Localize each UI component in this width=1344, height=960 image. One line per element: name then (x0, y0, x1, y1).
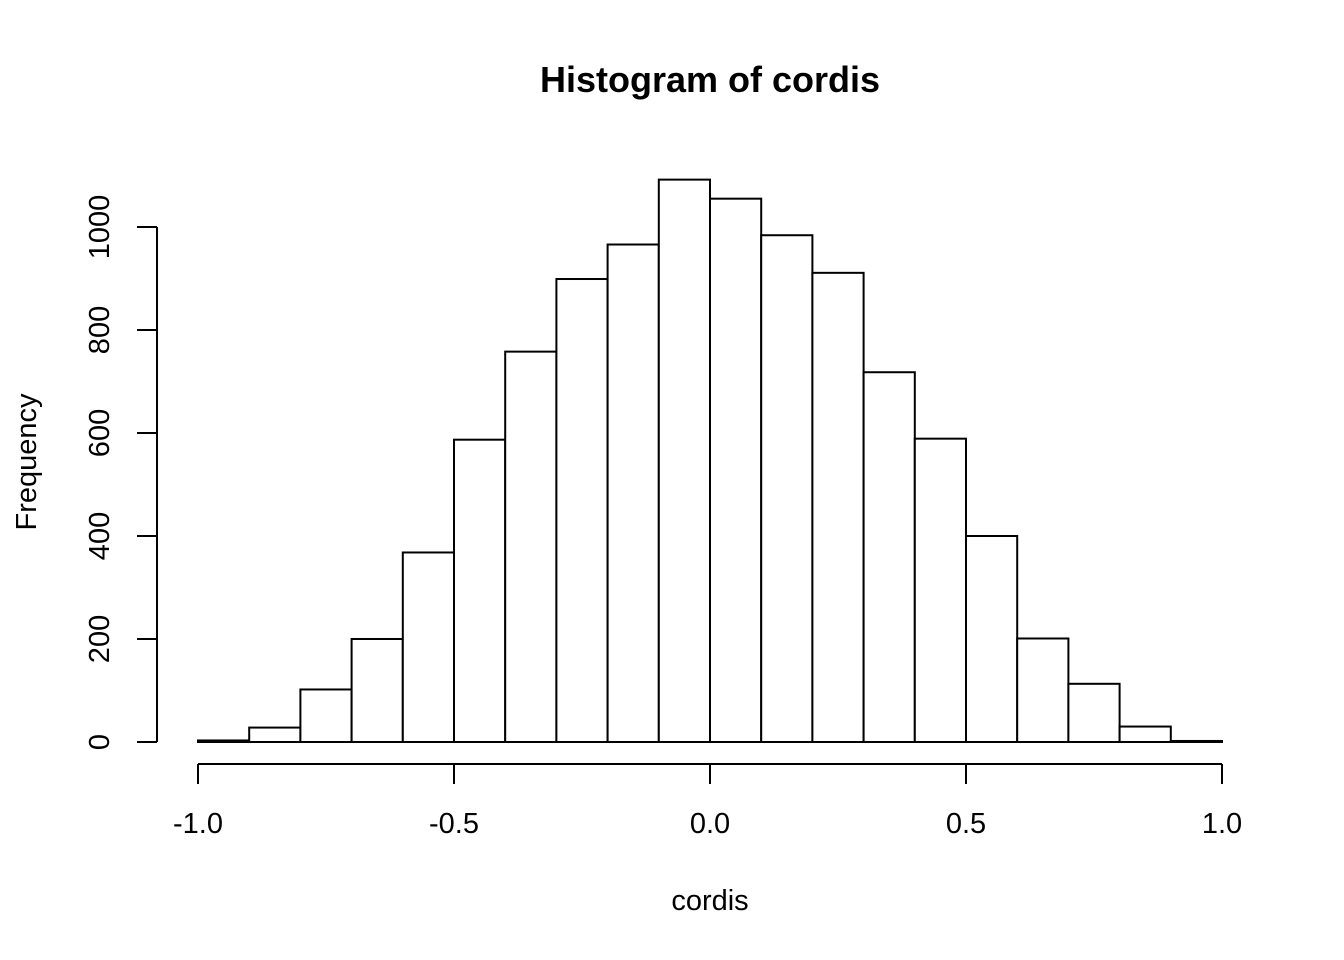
histogram-bar (299, 688, 353, 743)
chart-title: Histogram of cordis (540, 59, 880, 100)
x-tick-label: 0.5 (946, 808, 986, 840)
histogram-bar (1118, 725, 1172, 743)
histogram-bar (197, 739, 251, 744)
y-tick-label: 600 (84, 409, 116, 457)
y-tick-label: 1000 (84, 195, 116, 260)
histogram-bar (709, 197, 763, 744)
histogram-bar (862, 371, 916, 743)
y-tick-label: 400 (84, 512, 116, 560)
histogram-bar (555, 278, 609, 743)
x-axis-label: cordis (671, 885, 748, 917)
y-axis-label: Frequency (11, 393, 43, 531)
x-axis: -1.0 -0.5 0.0 0.5 1.0 (173, 763, 1242, 840)
histogram-bar (1067, 682, 1121, 743)
histogram-bar (1016, 637, 1070, 743)
histogram-bar (453, 438, 507, 743)
y-tick-label: 800 (84, 306, 116, 354)
histogram-bar (811, 271, 865, 743)
x-tick-label: 0.0 (690, 808, 730, 840)
y-tick-label: 0 (84, 734, 116, 750)
histogram-bar (1169, 739, 1224, 743)
x-tick-label: 1.0 (1202, 808, 1242, 840)
y-tick-label: 200 (84, 615, 116, 663)
histogram-bar (913, 437, 967, 743)
histogram-bar (401, 551, 455, 743)
y-axis: 0 200 400 600 800 1000 (84, 195, 158, 750)
histogram-bar (504, 350, 558, 743)
x-tick-label: -1.0 (173, 808, 223, 840)
histogram-bar (606, 243, 660, 743)
histogram-bar (657, 178, 711, 743)
histogram-bar (248, 726, 302, 744)
histogram-bar (965, 535, 1019, 743)
histogram-bars (197, 178, 1224, 744)
histogram-bar (350, 638, 404, 743)
histogram-bar (760, 234, 814, 744)
x-tick-label: -0.5 (429, 808, 479, 840)
